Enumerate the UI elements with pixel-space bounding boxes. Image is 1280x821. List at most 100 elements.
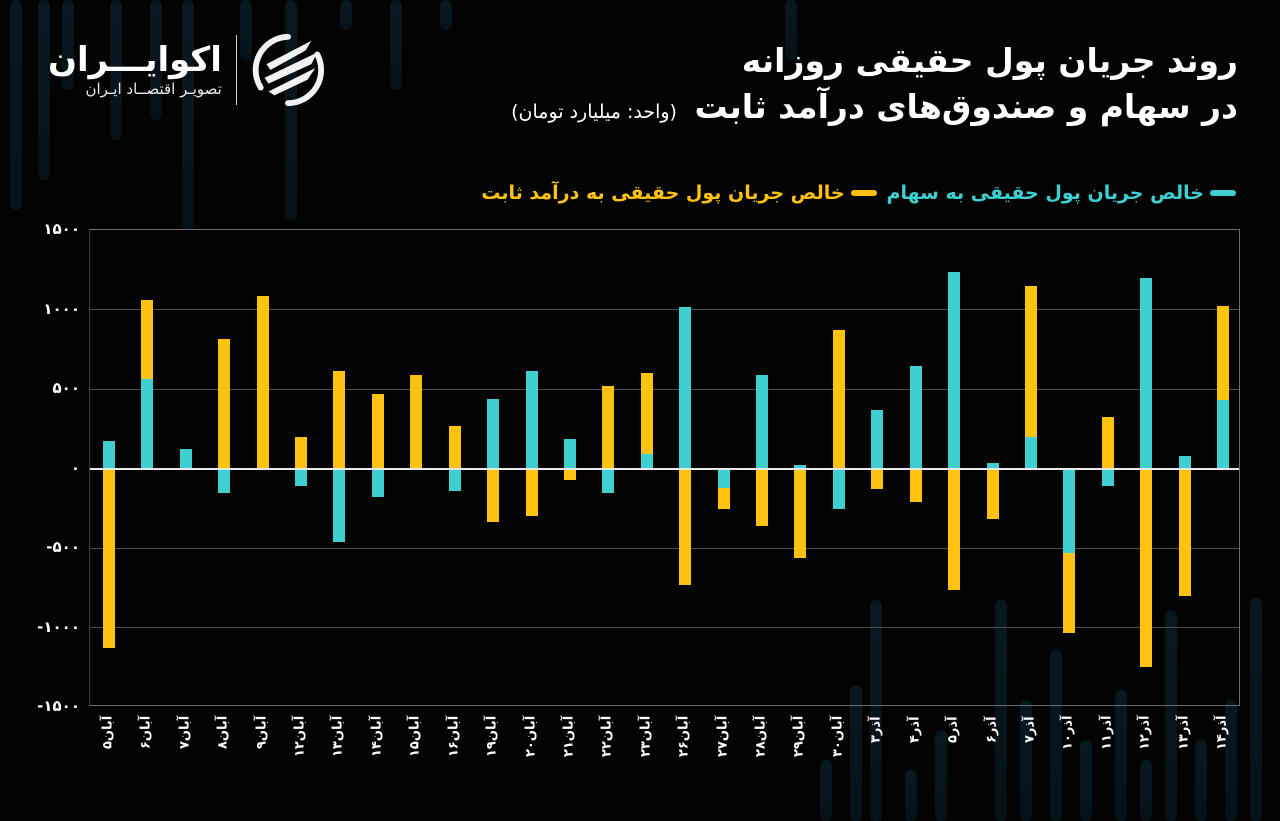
chart-title: روند جریان پول حقیقی روزانه در سهام و صن… [511,38,1238,135]
bar-stocks [525,370,538,469]
x-tick-label: آبان۲۸ [753,716,769,758]
y-tick-label: -۱۵۰۰ [37,697,80,715]
bar-stocks [1178,455,1191,469]
bar-fixed-income [103,468,115,649]
bar-fixed-income [832,330,845,469]
bar-fixed-income [1063,552,1076,634]
x-tick-label: آبان۲۲ [599,716,615,758]
bar-fixed-income [602,385,615,469]
bar-stocks [832,468,845,510]
bar-stocks [1063,468,1076,553]
background-stripe [390,0,402,90]
bar-fixed-income [1101,416,1114,469]
x-tick-label: آبان۱۶ [446,716,462,758]
chart-legend: خالص جریان پول حقیقی به سهام خالص جریان … [481,182,1236,204]
bar-fixed-income [141,299,154,380]
background-stripe [1080,740,1092,821]
x-tick-label: آذر۱۴ [1214,716,1230,751]
bar-fixed-income [371,393,384,469]
bar-stocks [1101,468,1114,486]
bar-fixed-income [1024,285,1037,437]
background-stripe [1250,598,1262,821]
x-tick-label: آذر۱۲ [1137,716,1153,751]
x-tick-label: آبان۵ [100,716,116,750]
x-tick-label: آذر۳ [868,716,884,743]
x-tick-label: آذر۱۳ [1176,716,1192,751]
legend-label-fixed-income: خالص جریان پول حقیقی به درآمد ثابت [481,182,845,204]
gridline [90,547,1239,549]
x-tick-label: آبان۷ [177,716,193,750]
bar-fixed-income [410,375,423,469]
x-tick-label: آبان۳۰ [830,716,846,758]
logo-divider [235,35,237,105]
bar-fixed-income [640,373,653,455]
x-tick-label: آبان۲۶ [676,716,692,758]
y-tick-label: -۵۰۰ [46,538,80,556]
bar-fixed-income [487,468,500,522]
plot-area [89,229,1240,706]
x-tick-label: آذر۱۰ [1060,716,1076,751]
zero-line [90,467,1239,470]
brand-logo: اکوایـــران تصویـر اقتصــاد ایـران [48,32,327,108]
x-tick-label: آبان۱۲ [292,716,308,758]
x-tick-label: آبان۱۵ [407,716,423,758]
x-tick-label: آبان۱۴ [369,716,385,758]
bar-fixed-income [333,370,346,469]
bar-fixed-income [986,468,999,520]
bar-stocks [640,454,653,469]
bar-stocks [986,462,999,469]
title-line-2-text: در سهام و صندوق‌های درآمد ثابت [694,87,1238,126]
y-tick-label: ۱۵۰۰ [43,220,80,238]
x-tick-label: آبان۲۱ [561,716,577,758]
bar-fixed-income [909,468,922,502]
bar-fixed-income [256,295,269,469]
x-tick-label: آبان۹ [254,716,270,750]
unit-label: (واحد: میلیارد تومان) [511,101,677,123]
bar-stocks [871,410,884,469]
bar-stocks [679,307,692,469]
bar-fixed-income [794,468,807,559]
bar-stocks [756,375,769,469]
bar-stocks [448,468,461,491]
bar-stocks [179,449,192,469]
bar-stocks [487,399,500,469]
bar-stocks [794,464,807,469]
bar-fixed-income [717,487,730,510]
bar-stocks [602,468,615,494]
x-tick-label: آبان۸ [215,716,231,750]
bar-stocks [218,468,231,494]
bar-fixed-income [218,338,231,469]
x-tick-label: آبان۲۹ [791,716,807,758]
legend-swatch-stocks [1210,190,1236,196]
legend-swatch-fixed-income [850,190,877,196]
bar-fixed-income [871,468,884,490]
brand-tagline: تصویـر اقتصــاد ایـران [85,80,222,98]
bar-stocks [371,468,384,498]
bar-fixed-income [756,468,769,526]
bar-fixed-income [563,468,576,481]
bar-fixed-income [1217,305,1229,401]
bar-stocks [103,440,115,469]
x-tick-label: آذر۷ [1022,716,1038,743]
title-line-2: در سهام و صندوق‌های درآمد ثابت (واحد: می… [511,84,1238,135]
bar-stocks [948,272,961,469]
y-tick-label: ۵۰۰ [52,379,80,397]
bar-stocks [1140,277,1153,469]
x-tick-label: آبان۲۳ [638,716,654,758]
bar-stocks [1024,436,1037,469]
x-tick-label: آذر۵ [945,716,961,743]
x-tick-label: آذر۴ [907,716,923,743]
bar-stocks [333,468,346,543]
x-tick-label: آذر۶ [984,716,1000,743]
legend-label-stocks: خالص جریان پول حقیقی به سهام [886,182,1204,204]
x-tick-label: آبان۲۰ [523,716,539,758]
bar-stocks [295,468,308,486]
bar-fixed-income [448,425,461,469]
y-tick-label: ۰ [70,458,80,477]
bar-fixed-income [295,436,308,469]
bar-stocks [141,379,154,469]
y-tick-label: ۱۰۰۰ [43,299,80,318]
x-tick-label: آبان۱۹ [484,716,500,758]
legend-item-stocks: خالص جریان پول حقیقی به سهام [887,182,1236,204]
background-stripe [440,0,452,30]
